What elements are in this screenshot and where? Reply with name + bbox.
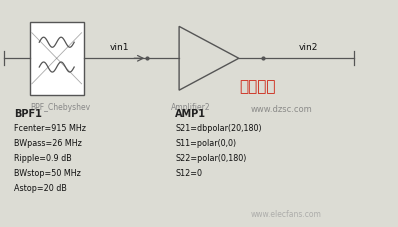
Text: Amplifier2: Amplifier2 [171, 102, 211, 111]
Text: Astop=20 dB: Astop=20 dB [14, 183, 67, 192]
Text: S11=polar(0,0): S11=polar(0,0) [175, 138, 236, 147]
Text: BPF1: BPF1 [14, 109, 42, 119]
Bar [30, 23, 84, 95]
Text: BPF_Chebyshev: BPF_Chebyshev [30, 102, 90, 111]
Text: www.dzsc.com: www.dzsc.com [251, 104, 312, 114]
Text: www.elecfans.com: www.elecfans.com [251, 209, 322, 218]
Text: S22=polar(0,180): S22=polar(0,180) [175, 153, 246, 162]
Text: 维库一下: 维库一下 [239, 79, 275, 94]
Text: vin2: vin2 [299, 43, 318, 52]
Text: S21=dbpolar(20,180): S21=dbpolar(20,180) [175, 124, 262, 133]
Text: BWstop=50 MHz: BWstop=50 MHz [14, 168, 81, 177]
Text: Ripple=0.9 dB: Ripple=0.9 dB [14, 153, 72, 162]
Text: Fcenter=915 MHz: Fcenter=915 MHz [14, 124, 86, 133]
Text: BWpass=26 MHz: BWpass=26 MHz [14, 138, 82, 147]
Text: S12=0: S12=0 [175, 168, 202, 177]
Text: AMP1: AMP1 [175, 109, 206, 119]
Text: vin1: vin1 [110, 43, 129, 52]
